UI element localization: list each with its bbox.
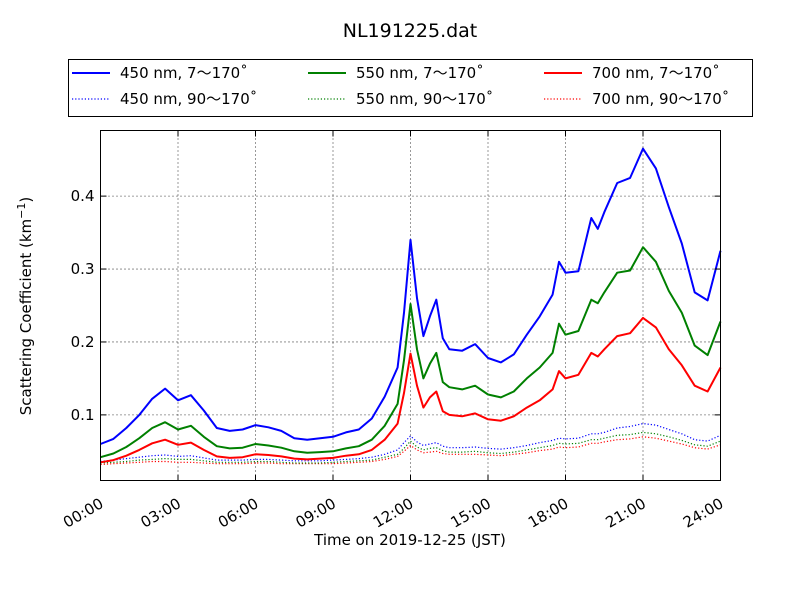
series-line-5 bbox=[100, 431, 721, 464]
series-line-6 bbox=[100, 436, 721, 466]
legend-label: 450 nm, 7～170˚ bbox=[120, 64, 248, 82]
legend-label: 700 nm, 7～170˚ bbox=[592, 64, 720, 82]
axis-ticks bbox=[100, 130, 721, 481]
legend-label: 550 nm, 90～170˚ bbox=[356, 90, 493, 108]
x-axis-label: Time on 2019-12-25 (JST) bbox=[313, 531, 506, 549]
y-axis-label-close: ) bbox=[17, 197, 35, 203]
series-line-1 bbox=[100, 147, 722, 445]
grid-lines bbox=[100, 130, 721, 481]
legend-label: 450 nm, 90～170˚ bbox=[120, 90, 257, 108]
y-axis-label-text: Scattering Coefficient (km bbox=[17, 219, 35, 415]
y-tick-label: 0.2 bbox=[71, 333, 95, 351]
legend-label: 550 nm, 7～170˚ bbox=[356, 64, 484, 82]
y-axis-label-exponent: −1 bbox=[15, 203, 28, 219]
legend: 450 nm, 7～170˚ 550 nm, 7～170˚ 700 nm, 7～17… bbox=[68, 59, 753, 117]
chart-title: NL191225.dat bbox=[343, 20, 478, 42]
y-tick-label: 0.4 bbox=[71, 187, 95, 205]
y-tick-label: 0.3 bbox=[71, 260, 95, 278]
series-line-2 bbox=[100, 246, 722, 459]
series-layer bbox=[100, 147, 722, 466]
y-tick-label: 0.1 bbox=[71, 406, 95, 424]
y-tick-labels: 0.1 0.2 0.3 0.4 bbox=[71, 187, 95, 424]
series-line-4 bbox=[100, 423, 721, 463]
legend-frame bbox=[68, 59, 753, 117]
y-axis-label: Scattering Coefficient (km−1) bbox=[15, 197, 35, 416]
legend-label: 700 nm, 90～170˚ bbox=[592, 90, 729, 108]
series-line-3 bbox=[100, 316, 722, 464]
